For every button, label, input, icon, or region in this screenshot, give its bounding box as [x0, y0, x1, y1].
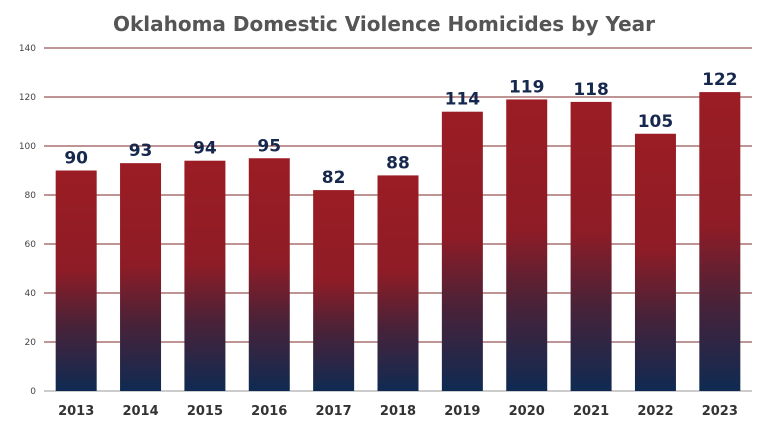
- bar-2014: [120, 163, 162, 391]
- bar-2023: [699, 92, 741, 391]
- x-tick-label: 2015: [187, 404, 223, 419]
- bar-2019: [441, 111, 483, 391]
- bar-2016: [248, 158, 290, 391]
- x-tick-label: 2013: [58, 404, 94, 419]
- x-tick-label: 2020: [509, 404, 545, 419]
- bars: [55, 92, 741, 392]
- bar-2020: [506, 99, 548, 391]
- data-label-2016: 95: [257, 136, 281, 156]
- data-labels: 90 93 94 95 82 88 114 119 118 105 122: [64, 70, 737, 188]
- y-axis: 0 20 40 60 80 100 120 140: [19, 44, 36, 397]
- x-tick-label: 2017: [316, 404, 352, 419]
- x-tick-label: 2016: [251, 404, 287, 419]
- data-label-2023: 122: [702, 70, 738, 90]
- data-label-2014: 93: [129, 141, 153, 161]
- x-tick-label: 2018: [380, 404, 416, 419]
- chart-title: Oklahoma Domestic Violence Homicides by …: [113, 12, 655, 36]
- x-tick-label: 2022: [637, 404, 673, 419]
- y-tick-label: 20: [25, 338, 37, 348]
- y-tick-label: 60: [25, 240, 37, 250]
- bar-2015: [184, 160, 226, 391]
- data-label-2022: 105: [638, 112, 674, 132]
- bar-2021: [570, 101, 612, 392]
- data-label-2015: 94: [193, 139, 217, 159]
- data-label-2020: 119: [509, 77, 545, 97]
- y-tick-label: 120: [19, 93, 36, 103]
- data-label-2021: 118: [573, 80, 609, 100]
- bar-2022: [634, 133, 676, 391]
- x-tick-label: 2021: [573, 404, 609, 419]
- x-tick-label: 2019: [444, 404, 480, 419]
- y-tick-label: 100: [19, 142, 36, 152]
- y-tick-label: 140: [19, 44, 36, 54]
- y-tick-label: 80: [25, 191, 37, 201]
- x-tick-label: 2014: [122, 404, 158, 419]
- x-axis: 2013 2014 2015 2016 2017 2018 2019 2020 2021 2022…: [58, 404, 738, 419]
- y-tick-label: 40: [25, 289, 37, 299]
- data-label-2013: 90: [64, 149, 88, 169]
- bar-2018: [377, 175, 419, 391]
- x-tick-label: 2023: [702, 404, 738, 419]
- data-label-2018: 88: [386, 153, 410, 173]
- y-tick-label: 0: [30, 387, 36, 397]
- bar-2017: [313, 190, 355, 391]
- bar-2013: [55, 170, 97, 391]
- data-label-2019: 114: [445, 90, 481, 110]
- data-label-2017: 82: [322, 168, 346, 188]
